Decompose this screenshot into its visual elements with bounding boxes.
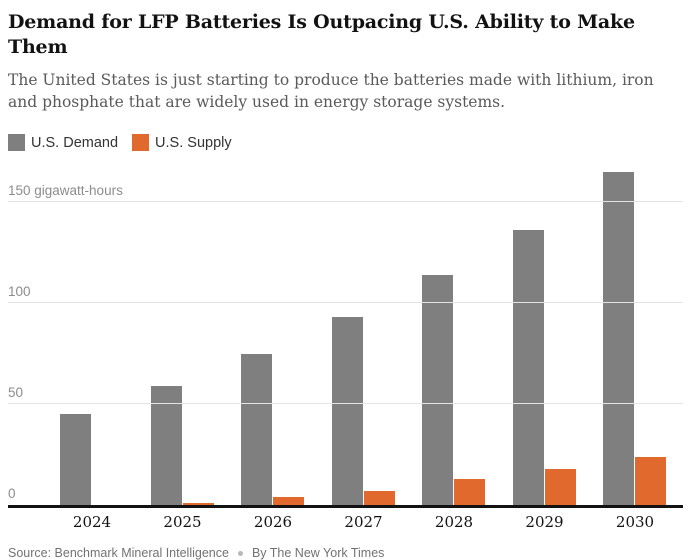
legend-label-demand: U.S. Demand [31,134,119,151]
gridline-150 [8,201,683,202]
gridline-100 [8,302,683,303]
bar-group-2028 [422,274,486,505]
bar-demand-2025 [150,385,182,505]
bar-groups [8,171,683,505]
x-tick-label-2024: 2024 [72,513,112,531]
bar-group-2029 [512,230,577,505]
separator-dot-icon [237,550,243,556]
bar-supply-2026 [273,496,304,505]
bar-demand-2028 [422,274,453,505]
y-tick-label-100: 100 [8,284,31,299]
bar-demand-2029 [512,230,544,505]
bar-demand-2030 [603,171,634,505]
bar-supply-2027 [363,490,395,505]
bar-group-2030 [603,171,667,505]
page-title: Demand for LFP Batteries Is Outpacing U.… [8,11,635,58]
supply-swatch-icon [132,134,150,151]
byline: By The New York Times [251,546,385,560]
plot-area: 150 gigawatt-hours 100 50 0 [8,171,683,508]
bar-supply-2029 [544,468,576,505]
x-axis: 2024 2025 2026 2027 2028 2029 2030 [8,513,683,531]
bar-demand-2024 [60,414,91,505]
x-tick-label-2029: 2029 [525,513,564,531]
gridline-50 [8,403,683,404]
bar-group-2024 [60,414,124,505]
y-tick-label-150: 150 gigawatt-hours [8,183,123,198]
x-tick-label-2027: 2027 [344,513,383,531]
x-tick-label-2030: 2030 [615,513,655,531]
bar-group-2025 [150,385,215,505]
legend-item-demand: U.S. Demand [8,134,118,151]
legend-item-supply: U.S. Supply [132,134,232,151]
footer: Source: Benchmark Mineral Intelligence B… [8,546,683,560]
x-tick-label-2025: 2025 [163,513,202,531]
x-tick-label-2026: 2026 [253,513,293,531]
y-tick-label-50: 50 [8,385,24,400]
legend: U.S. Demand U.S. Supply [8,134,683,151]
x-tick-label-2028: 2028 [434,513,474,531]
source-note: Source: Benchmark Mineral Intelligence [8,546,229,560]
bar-demand-2027 [331,317,363,505]
bar-supply-2030 [635,456,666,505]
y-tick-label-0: 0 [8,486,16,501]
bar-chart: 150 gigawatt-hours 100 50 0 2024 2025 2026 202… [8,171,683,531]
bar-group-2026 [241,353,305,505]
bar-supply-2028 [454,478,485,505]
bar-demand-2026 [241,353,272,505]
bar-supply-2025 [182,502,214,505]
bar-group-2027 [331,317,396,505]
chart-subtitle: The United States is just starting to pr… [8,71,654,111]
legend-label-supply: U.S. Supply [155,134,232,151]
demand-swatch-icon [8,134,25,151]
